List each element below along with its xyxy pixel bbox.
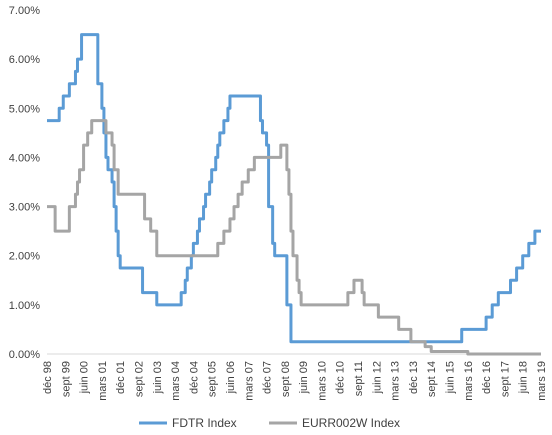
y-tick-label: 4.00% [9,152,40,164]
legend: FDTR Index EURR002W Index [139,416,400,430]
x-tick-label: juin 03 [152,361,164,394]
x-tick-label: juin 00 [79,361,91,394]
x-tick-label: mars 16 [463,361,475,401]
x-tick-label: juin 06 [225,361,237,394]
y-tick-label: 0.00% [9,349,40,361]
x-tick-label: sept 99 [60,361,72,397]
x-tick-label: déc 07 [262,361,274,394]
series-line [47,33,541,344]
x-tick-label: mars 13 [390,361,402,401]
x-tick-label: déc 16 [481,361,493,394]
x-tick-label: juin 15 [445,361,457,394]
legend-label: EURR002W Index [302,416,400,430]
x-tick-label: mars 04 [170,361,182,401]
y-axis-ticks: 0.00% 1.00% 2.00% 3.00% 4.00% 5.00% 6.00% 7.00% [9,5,40,361]
x-tick-label: mars 19 [536,361,548,401]
x-tick-label: juin 09 [298,361,310,394]
x-tick-label: sept 05 [207,361,219,397]
x-axis-ticks: déc 98 sept 99 juin 00 mars 01 déc 01 sept 02… [42,361,548,401]
x-tick-label: sept 08 [280,361,292,397]
y-tick-label: 1.00% [9,300,40,312]
y-tick-label: 5.00% [9,103,40,115]
y-tick-label: 6.00% [9,54,40,66]
x-tick-label: mars 07 [243,361,255,401]
x-tick-label: sept 11 [353,361,365,396]
y-tick-label: 7.00% [9,5,40,17]
x-tick-label: déc 10 [335,361,347,394]
x-tick-label: juin 12 [371,361,383,394]
y-tick-label: 3.00% [9,202,40,214]
x-tick-label: déc 98 [42,361,54,394]
y-tick-label: 2.00% [9,251,40,263]
x-tick-label: sept 14 [426,361,438,397]
legend-label: FDTR Index [172,416,237,430]
x-tick-label: déc 13 [408,361,420,394]
x-tick-label: déc 04 [188,361,200,394]
x-tick-label: déc 01 [115,361,127,394]
series-line [47,119,541,356]
x-tick-label: sept 02 [133,361,145,397]
x-tick-label: mars 01 [97,361,109,401]
series-layer [47,33,541,356]
x-tick-label: juin 18 [518,361,530,394]
x-tick-label: sept 17 [499,361,511,397]
x-tick-label: mars 10 [316,361,328,401]
